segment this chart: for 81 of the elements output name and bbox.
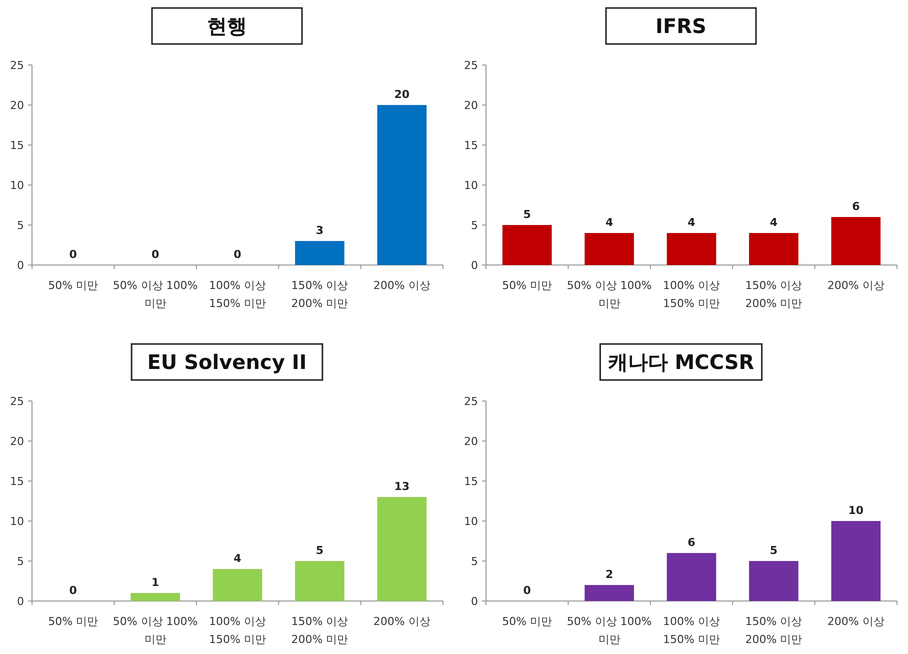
y-tick-label: 0 (17, 594, 24, 608)
x-tick-label: 50% 이상 100% 미만 (112, 615, 198, 646)
x-tick-label: 200% 이상 (827, 615, 884, 628)
chart-title: 캐나다 MCCSR (608, 350, 754, 374)
data-label: 3 (316, 224, 324, 237)
y-tick-label: 20 (464, 434, 478, 448)
bar (212, 569, 262, 601)
bar (666, 553, 716, 601)
x-tick-label: 200% 이상 (373, 279, 430, 292)
y-tick-label: 5 (471, 218, 478, 232)
y-tick-label: 15 (464, 138, 478, 152)
x-tick-label: 50% 이상 100% 미만 (566, 279, 652, 310)
x-tick-label: 50% 미만 (48, 279, 98, 292)
data-label: 6 (852, 200, 860, 213)
x-tick-label: 150% 이상 200% 미만 (745, 615, 802, 646)
x-tick-label: 100% 이상 150% 미만 (663, 615, 720, 646)
data-label: 20 (394, 88, 410, 101)
y-tick-label: 0 (471, 594, 478, 608)
data-label: 2 (605, 568, 614, 581)
x-tick-label: 200% 이상 (373, 615, 430, 628)
bar (749, 561, 798, 601)
data-label: 5 (316, 544, 324, 557)
data-label: 5 (523, 208, 531, 221)
x-tick-label: 100% 이상 150% 미만 (663, 279, 720, 310)
bar (666, 233, 716, 265)
bar (502, 225, 552, 265)
x-tick-label: 50% 미만 (48, 615, 98, 628)
chart-title: IFRS (656, 14, 706, 38)
y-tick-label: 0 (17, 258, 24, 272)
y-tick-label: 25 (464, 394, 478, 408)
bar (584, 585, 634, 601)
chart-title: 현행 (207, 14, 247, 38)
data-label: 0 (69, 584, 78, 597)
y-tick-label: 15 (10, 474, 24, 488)
data-label: 0 (523, 584, 532, 597)
data-label: 0 (69, 248, 78, 261)
x-tick-label: 200% 이상 (827, 279, 884, 292)
x-tick-label: 100% 이상 150% 미만 (209, 615, 266, 646)
x-tick-label: 150% 이상 200% 미만 (291, 279, 348, 310)
bar (130, 593, 180, 601)
bar (377, 497, 427, 601)
data-label: 1 (151, 576, 160, 589)
x-tick-label: 100% 이상 150% 미만 (209, 279, 266, 310)
bar (831, 521, 881, 601)
y-tick-label: 5 (17, 218, 24, 232)
y-tick-label: 10 (10, 178, 24, 192)
data-label: 10 (848, 504, 864, 517)
data-label: 4 (770, 216, 778, 229)
x-tick-label: 50% 이상 100% 미만 (566, 615, 652, 646)
y-tick-label: 5 (471, 554, 478, 568)
data-label: 4 (605, 216, 614, 229)
y-tick-label: 25 (464, 58, 478, 72)
y-tick-label: 15 (464, 474, 478, 488)
y-tick-label: 25 (10, 58, 24, 72)
bar (584, 233, 634, 265)
x-tick-label: 50% 미만 (502, 279, 552, 292)
x-tick-label: 50% 미만 (502, 615, 552, 628)
data-label: 4 (688, 216, 696, 229)
y-tick-label: 15 (10, 138, 24, 152)
x-tick-label: 150% 이상 200% 미만 (745, 279, 802, 310)
y-tick-label: 20 (10, 98, 24, 112)
data-label: 4 (234, 552, 242, 565)
data-label: 13 (394, 480, 410, 493)
y-tick-label: 10 (464, 178, 478, 192)
x-tick-label: 150% 이상 200% 미만 (291, 615, 348, 646)
y-tick-label: 0 (471, 258, 478, 272)
bar (749, 233, 798, 265)
data-label: 5 (770, 544, 778, 557)
data-label: 6 (688, 536, 696, 549)
y-tick-label: 25 (10, 394, 24, 408)
bar (295, 561, 344, 601)
y-tick-label: 10 (10, 514, 24, 528)
data-label: 0 (234, 248, 242, 261)
data-label: 0 (151, 248, 160, 261)
y-tick-label: 20 (464, 98, 478, 112)
bar (831, 217, 881, 265)
y-tick-label: 10 (464, 514, 478, 528)
y-tick-label: 20 (10, 434, 24, 448)
x-tick-label: 50% 이상 100% 미만 (112, 279, 198, 310)
chart-title: EU Solvency II (147, 350, 307, 374)
y-tick-label: 5 (17, 554, 24, 568)
